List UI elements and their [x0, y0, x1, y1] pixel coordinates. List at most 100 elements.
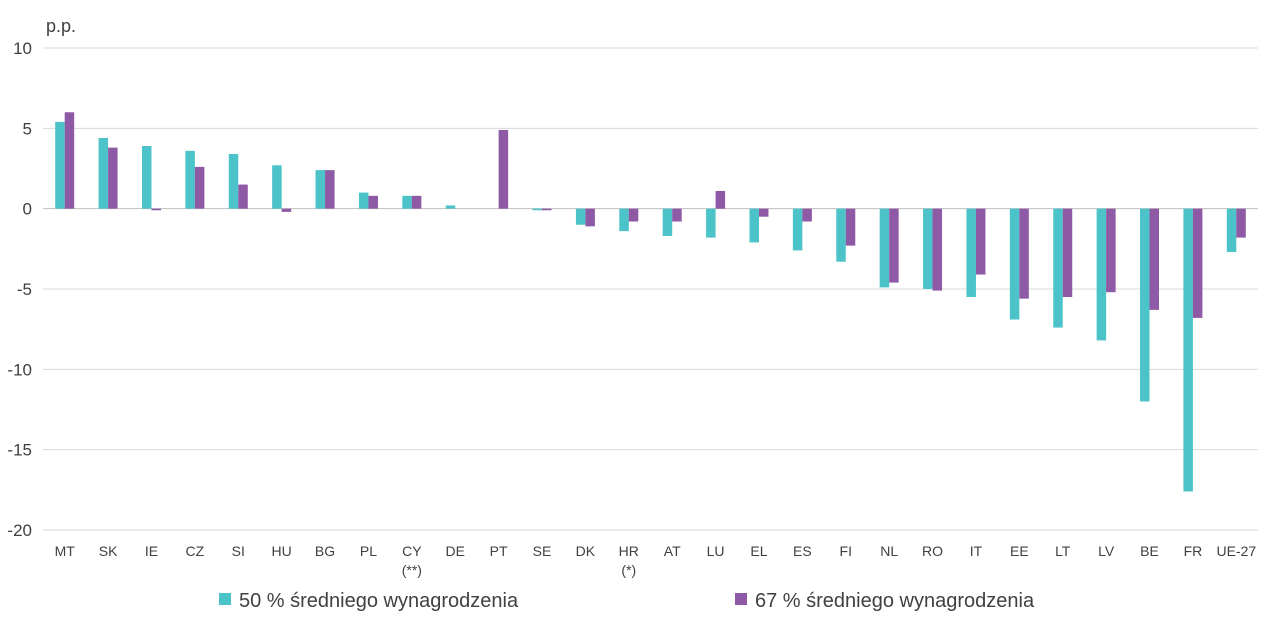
bar — [55, 121, 65, 209]
x-tick-label: BE — [1140, 543, 1159, 559]
x-axis-categories: MT SK IE CZ SI HU BG PL CY (**) DE PT SE DK HR (*) AT LU E… — [55, 543, 1257, 578]
bar — [1183, 208, 1193, 492]
y-tick-label: 0 — [23, 200, 32, 219]
bar — [975, 208, 986, 275]
x-tick-label: EE — [1010, 543, 1029, 559]
x-tick-label: HR — [619, 543, 639, 559]
bar — [358, 192, 369, 209]
x-tick-label: RO — [922, 543, 943, 559]
y-axis-ticks: 10 5 0 -5 -10 -15 -20 — [7, 39, 32, 540]
legend-swatch — [735, 593, 747, 605]
bar — [402, 195, 412, 209]
bar — [151, 208, 161, 211]
x-tick-label: PL — [360, 543, 377, 559]
bar — [889, 208, 899, 283]
bar — [749, 208, 759, 243]
bar — [498, 129, 509, 209]
bar — [966, 208, 976, 298]
gridlines — [43, 47, 1258, 531]
bar — [64, 112, 75, 209]
y-tick-label: -15 — [7, 441, 32, 460]
bar — [672, 208, 682, 222]
bar — [1226, 208, 1237, 253]
x-tick-label: NL — [880, 543, 898, 559]
bar — [445, 205, 456, 209]
bar — [1236, 208, 1246, 238]
x-tick-label: PT — [490, 543, 508, 559]
bar — [1106, 208, 1116, 293]
x-tick-label: SK — [99, 543, 118, 559]
x-tick-label: AT — [664, 543, 681, 559]
x-tick-label: EL — [750, 543, 767, 559]
x-tick-label: ES — [793, 543, 812, 559]
legend-label: 67 % średniego wynagrodzenia — [755, 590, 1035, 612]
bar — [802, 208, 812, 222]
bar — [1096, 208, 1107, 341]
legend-swatch — [219, 593, 231, 605]
y-tick-label: -10 — [7, 360, 32, 379]
bar — [228, 154, 239, 209]
bar — [411, 195, 422, 209]
x-tick-label: SI — [232, 543, 245, 559]
bar — [315, 170, 326, 209]
y-tick-label: -20 — [7, 521, 32, 540]
x-tick-label: DK — [576, 543, 596, 559]
y-tick-label: 5 — [23, 119, 32, 138]
bar — [532, 208, 543, 211]
bar — [585, 208, 595, 227]
bar — [1053, 208, 1063, 328]
x-tick-label: IE — [145, 543, 158, 559]
bar — [368, 195, 378, 209]
x-tick-label: FI — [840, 543, 852, 559]
bar — [281, 208, 292, 212]
x-tick-label: FR — [1184, 543, 1203, 559]
y-axis-label: p.p. — [46, 16, 76, 36]
bar — [628, 208, 639, 222]
bar — [185, 150, 195, 209]
y-tick-label: -5 — [17, 280, 32, 299]
x-tick-label: CY — [402, 543, 422, 559]
bar — [792, 208, 803, 251]
bar — [1192, 208, 1203, 318]
bar — [836, 208, 846, 262]
x-tick-label: IT — [970, 543, 983, 559]
bar — [715, 190, 726, 209]
x-tick-label: HU — [272, 543, 292, 559]
bar — [98, 137, 109, 209]
bar — [619, 208, 629, 232]
bar — [108, 147, 118, 209]
x-tick-label: SE — [533, 543, 552, 559]
bar — [923, 208, 933, 289]
bar — [1009, 208, 1020, 320]
x-tick-label: UE-27 — [1216, 543, 1256, 559]
bar — [879, 208, 890, 288]
x-tick-label: DE — [446, 543, 465, 559]
x-tick-label: CZ — [186, 543, 205, 559]
legend-label: 50 % średniego wynagrodzenia — [239, 590, 519, 612]
bar — [272, 165, 282, 209]
x-tick-label: (**) — [402, 562, 422, 578]
y-tick-label: 10 — [13, 39, 32, 58]
bar — [932, 208, 943, 291]
bar — [662, 208, 673, 236]
legend: 50 % średniego wynagrodzenia 67 % średnie… — [219, 590, 1035, 612]
bar — [194, 166, 205, 209]
bars — [55, 112, 1246, 492]
bar — [238, 184, 248, 209]
x-tick-label: LU — [707, 543, 725, 559]
x-tick-label: BG — [315, 543, 335, 559]
bar — [706, 208, 716, 238]
bar — [141, 146, 152, 209]
bar — [1149, 208, 1160, 310]
bar — [1062, 208, 1073, 298]
bar — [325, 170, 335, 209]
bar — [845, 208, 856, 246]
x-tick-label: (*) — [621, 562, 636, 578]
bar — [758, 208, 769, 217]
x-tick-label: LT — [1055, 543, 1071, 559]
bar — [1019, 208, 1029, 299]
x-tick-label: LV — [1098, 543, 1115, 559]
x-tick-label: MT — [55, 543, 76, 559]
bar — [542, 208, 552, 211]
